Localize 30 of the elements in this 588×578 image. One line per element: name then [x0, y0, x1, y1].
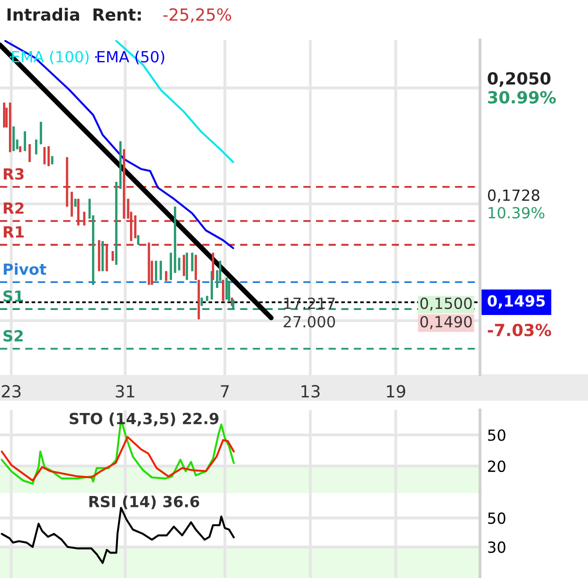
- x-tick-label: 23: [2, 385, 21, 398]
- text: -7.03%: [488, 324, 552, 336]
- y-tick-label: 30: [488, 541, 506, 553]
- ref-line-label: S1: [3, 290, 23, 302]
- y-tick-label: 50: [488, 512, 506, 524]
- text: 30.99%: [488, 91, 556, 104]
- text: 10.39%: [488, 206, 544, 219]
- ref-line-label: 0,1495: [488, 295, 545, 309]
- y-tick-label: 0,1728: [488, 189, 540, 203]
- annotation: 27.000: [284, 316, 335, 328]
- x-tick-label: 19: [386, 385, 406, 398]
- ref-line-label: Pivot: [4, 263, 46, 275]
- x-tick-label: 7: [220, 385, 229, 398]
- y-tick-label: 20: [488, 460, 506, 472]
- annotation: 0,1500: [420, 298, 472, 311]
- chart-title: RSI (14) 36.6: [89, 496, 200, 510]
- y-tick-label: 0,2050: [488, 72, 550, 87]
- x-tick-label: 31: [116, 385, 134, 398]
- legend-label: EMA (50): [98, 50, 164, 64]
- y-tick-label: 50: [488, 429, 506, 441]
- annotation: 0,1490: [420, 316, 472, 330]
- ref-line-label: R2: [4, 202, 24, 214]
- ref-line-label: S2: [3, 330, 23, 342]
- chart-title: Intradia Rent:: [8, 8, 141, 21]
- chart-title: STO (14,3,5) 22.9: [70, 412, 218, 426]
- ref-line-label: R1: [4, 226, 24, 238]
- annotation: 17.217: [284, 298, 335, 309]
- x-tick-label: 13: [302, 385, 320, 398]
- ref-line-label: R3: [4, 168, 24, 180]
- chart-subtitle: -25,25%: [163, 8, 232, 23]
